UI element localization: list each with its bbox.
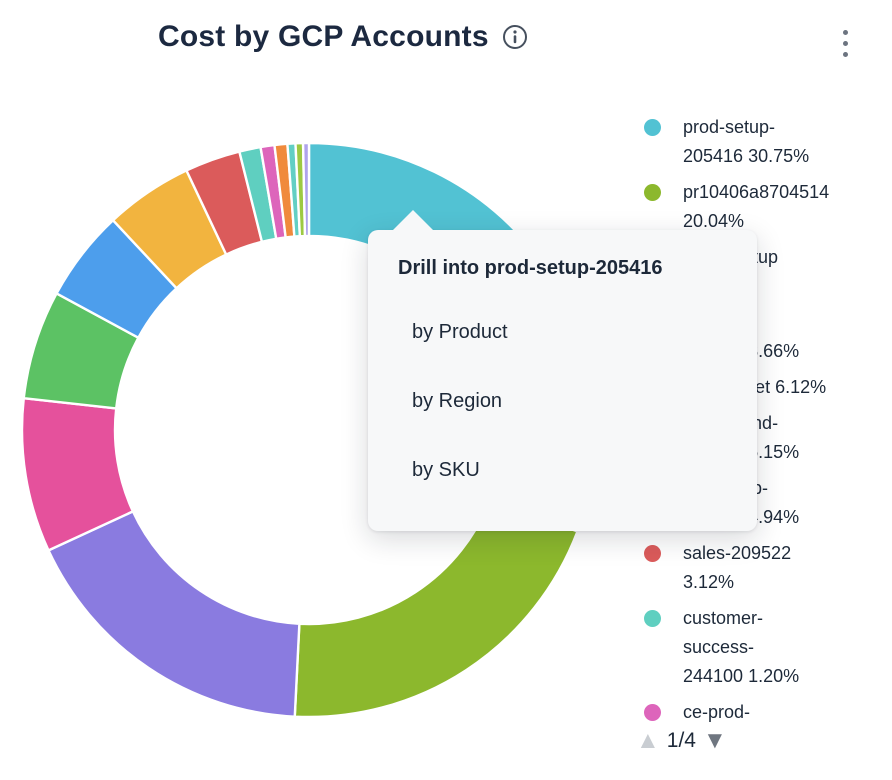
donut-slice[interactable] [301, 141, 311, 238]
chart-header: Cost by GCP Accounts [158, 20, 528, 54]
legend-page-indicator: 1/4 [666, 729, 696, 752]
legend-dot [644, 704, 661, 721]
legend-item[interactable]: customer-success- 244100 1.20% [644, 604, 890, 691]
info-icon[interactable] [502, 24, 528, 50]
popup-caret [391, 210, 435, 232]
popup-title: Drill into prod-setup-205416 [398, 257, 663, 279]
legend-pagination: ▲ 1/4 ▼ [636, 722, 727, 760]
legend-label: pr10406a8704514 20.04% [683, 182, 830, 231]
legend-label: customer-success- 244100 1.20% [683, 608, 800, 686]
menu-item-by-sku[interactable]: by SKU [412, 459, 480, 481]
legend-item[interactable]: pr10406a8704514 20.04% [644, 178, 890, 236]
legend-dot [644, 545, 661, 562]
donut-slice-pr10406a8704514[interactable] [293, 497, 579, 719]
legend-page-down-icon[interactable]: ▼ [702, 727, 727, 754]
legend-label: sales-209522 3.12% [683, 543, 792, 592]
donut-slice-demo-setup[interactable] [47, 510, 301, 718]
legend-page-up-icon[interactable]: ▲ [636, 727, 660, 754]
legend-dot [644, 119, 661, 136]
legend-label: ce-prod-274307 0.78% [683, 702, 751, 722]
legend-item[interactable]: sales-209522 3.12% [644, 539, 890, 597]
popup-menu: by Product by Region by SKU [398, 321, 727, 482]
drill-popup: Drill into prod-setup-205416 by Product … [368, 230, 757, 531]
page-title: Cost by GCP Accounts [158, 20, 489, 53]
legend-label: prod-setup- 205416 30.75% [683, 117, 810, 166]
legend-dot [644, 610, 661, 627]
menu-item-by-region[interactable]: by Region [412, 390, 503, 412]
legend-item[interactable]: ce-prod-274307 0.78% [644, 698, 890, 722]
legend-dot [644, 184, 661, 201]
menu-item-by-product[interactable]: by Product [412, 321, 508, 343]
legend-item[interactable]: prod-setup- 205416 30.75% [644, 113, 890, 171]
more-options-menu-icon[interactable] [835, 24, 855, 62]
